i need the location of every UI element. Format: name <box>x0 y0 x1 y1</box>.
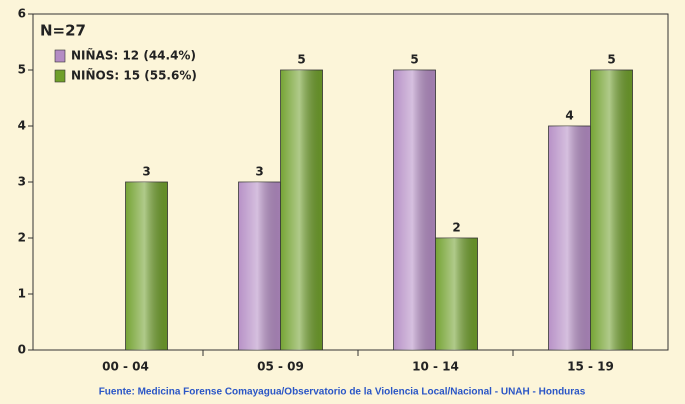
bar <box>590 69 633 351</box>
data-label: 2 <box>452 221 460 235</box>
bar <box>280 69 323 351</box>
y-tick-label: 4 <box>18 119 26 133</box>
data-label: 5 <box>297 53 305 67</box>
data-label: 5 <box>607 53 615 67</box>
x-tick-label: 15 - 19 <box>567 360 614 374</box>
y-tick-label: 0 <box>18 343 26 357</box>
x-tick-label: 00 - 04 <box>102 360 149 374</box>
y-tick-label: 5 <box>18 63 26 77</box>
legend-label: NIÑAS: 12 (44.4%) <box>71 48 196 63</box>
legend-label: NIÑOS: 15 (55.6%) <box>71 68 197 83</box>
data-label: 3 <box>255 165 263 179</box>
x-tick-label: 05 - 09 <box>257 360 304 374</box>
x-tick-label: 10 - 14 <box>412 360 459 374</box>
data-label: 3 <box>142 165 150 179</box>
legend-swatch <box>54 69 66 83</box>
data-label: 5 <box>410 53 418 67</box>
chart-title: N=27 <box>40 22 86 40</box>
y-tick-label: 3 <box>18 175 26 189</box>
bar <box>125 181 168 351</box>
y-tick-label: 2 <box>18 231 26 245</box>
data-label: 4 <box>565 109 573 123</box>
source-note: Fuente: Medicina Forense Comayagua/Obser… <box>99 387 586 398</box>
y-tick-label: 6 <box>18 7 26 21</box>
legend-swatch <box>54 49 66 63</box>
bar <box>393 69 436 351</box>
bar <box>548 125 591 351</box>
bar <box>435 237 478 351</box>
y-tick-label: 1 <box>18 287 26 301</box>
bar <box>238 181 281 351</box>
